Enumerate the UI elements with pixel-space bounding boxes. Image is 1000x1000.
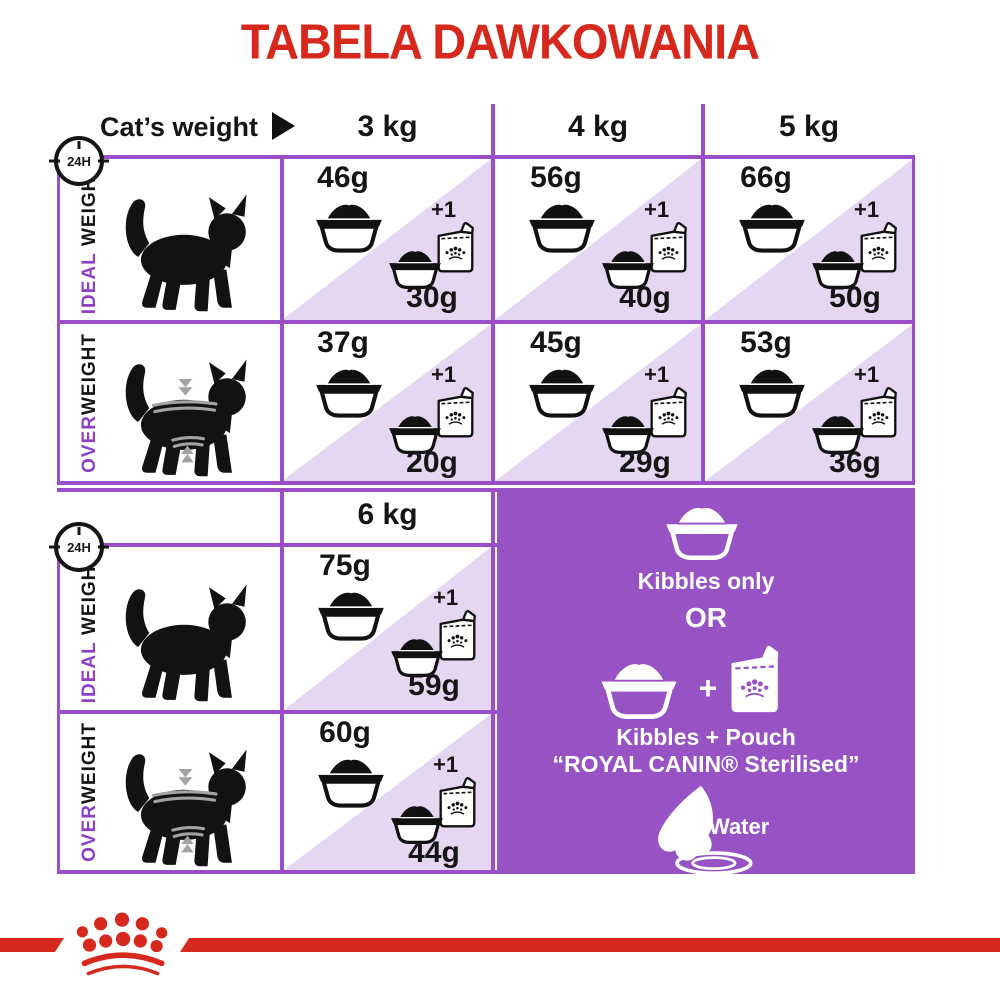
clock-tick (98, 159, 109, 163)
royal-canin-sterilised-label: “ROYAL CANIN® Sterilised” (552, 751, 860, 777)
arrow-right-icon (272, 112, 295, 140)
clock-tick (77, 141, 81, 149)
kibble-amount: 66g (740, 161, 792, 194)
feeding-options-panel: Kibbles only OR + Kibbles + Pouch “ROYAL… (497, 488, 915, 874)
mixed-kibble-amount: 50g (829, 281, 881, 314)
brand-band (180, 938, 1000, 952)
bowl-icon (731, 364, 813, 418)
row-label-overweight: OVERWEIGHT (79, 332, 100, 473)
plus-one-pouch-label: +1 (854, 197, 880, 222)
column-header-3kg: 3 kg (357, 110, 418, 143)
mixed-kibble-amount: 20g (406, 446, 458, 479)
mixed-kibble-amount: 44g (408, 836, 460, 869)
dose-cell-overweight-4kg: 45g +1 29g (495, 324, 701, 481)
kibble-amount: 46g (317, 161, 369, 194)
24h-label: 24H (67, 539, 91, 555)
grid-line (701, 155, 705, 485)
kibble-amount: 53g (740, 326, 792, 359)
royal-canin-crown-logo (60, 900, 182, 982)
mixed-kibble-amount: 30g (406, 281, 458, 314)
grid-line (280, 155, 284, 485)
bowl-icon (310, 754, 392, 808)
plus-one-pouch-label: +1 (644, 362, 670, 387)
row-label-overweight: OVERWEIGHT (79, 722, 100, 862)
grid-line (57, 155, 915, 159)
kibble-amount: 37g (317, 326, 369, 359)
pouch-icon (725, 644, 783, 716)
bowl-icon (308, 364, 390, 418)
plus-one-pouch-label: +1 (854, 362, 880, 387)
grid-line (57, 543, 497, 547)
page-title: TABELA DAWKOWANIA (240, 13, 760, 70)
dose-cell-ideal-6kg: 75g +1 59g (284, 547, 491, 710)
kibble-amount: 56g (530, 161, 582, 194)
bowl-icon (731, 199, 813, 253)
bowl-icon (521, 199, 603, 253)
bowl-icon (521, 364, 603, 418)
plus-one-pouch-label: +1 (431, 362, 457, 387)
grid-line (701, 104, 705, 159)
dose-cell-ideal-5kg: 66g +1 50g (705, 159, 913, 320)
grid-line (57, 543, 60, 874)
dose-cell-ideal-4kg: 56g +1 40g (495, 159, 701, 320)
kibble-amount: 75g (319, 549, 371, 582)
dose-cell-overweight-5kg: 53g +1 36g (705, 324, 913, 481)
clock-tick (49, 159, 60, 163)
clock-tick (77, 527, 81, 535)
or-label: OR (685, 602, 727, 633)
bowl-icon (308, 199, 390, 253)
bowl-icon (657, 502, 747, 560)
kibble-amount: 60g (319, 716, 371, 749)
water-label: Water (709, 814, 770, 839)
brand-band (0, 938, 64, 952)
24h-label: 24H (67, 153, 91, 169)
cats-weight-label: Cat’s weight (100, 112, 259, 142)
mixed-kibble-amount: 59g (408, 669, 460, 702)
grid-line (491, 104, 495, 159)
column-header-4kg: 4 kg (567, 110, 629, 143)
grid-line (57, 481, 915, 485)
grid-line (280, 488, 284, 874)
kibble-amount: 45g (530, 326, 582, 359)
plus-one-pouch-label: +1 (431, 197, 457, 222)
bowl-icon (592, 658, 686, 719)
clock-tick (98, 545, 109, 549)
grid-line (57, 870, 497, 874)
column-header-5kg: 5 kg (778, 110, 840, 143)
grid-line (491, 155, 495, 485)
grid-line (57, 710, 497, 714)
dose-cell-ideal-3kg: 46g +1 30g (282, 159, 491, 320)
plus-one-pouch-label: +1 (644, 197, 670, 222)
column-header-6kg: 6 kg (357, 498, 418, 531)
mixed-kibble-amount: 36g (829, 446, 881, 479)
grid-line (491, 488, 495, 874)
kibbles-only-label: Kibbles only (637, 568, 775, 594)
ideal-weight-cat-icon (103, 572, 265, 704)
mixed-kibble-amount: 29g (619, 446, 671, 479)
grid-line (57, 320, 915, 324)
kibbles-plus-pouch-label: Kibbles + Pouch (616, 724, 796, 750)
bowl-icon (310, 587, 392, 641)
grid-line (57, 488, 497, 492)
overweight-cat-icon (103, 347, 265, 479)
plus-one-pouch-label: +1 (433, 585, 459, 610)
grid-line (912, 155, 915, 485)
plus-one-pouch-label: +1 (433, 752, 459, 777)
ideal-weight-cat-icon (103, 182, 265, 314)
dose-cell-overweight-3kg: 37g +1 20g (282, 324, 491, 481)
mixed-kibble-amount: 40g (619, 281, 671, 314)
dose-cell-overweight-6kg: 60g +1 44g (284, 714, 491, 870)
overweight-cat-icon (103, 737, 265, 869)
grid-line (57, 155, 60, 485)
24h-clock-icon: 24H (49, 522, 109, 572)
plus-sign: + (698, 670, 718, 706)
clock-tick (49, 545, 60, 549)
24h-clock-icon: 24H (49, 136, 109, 186)
